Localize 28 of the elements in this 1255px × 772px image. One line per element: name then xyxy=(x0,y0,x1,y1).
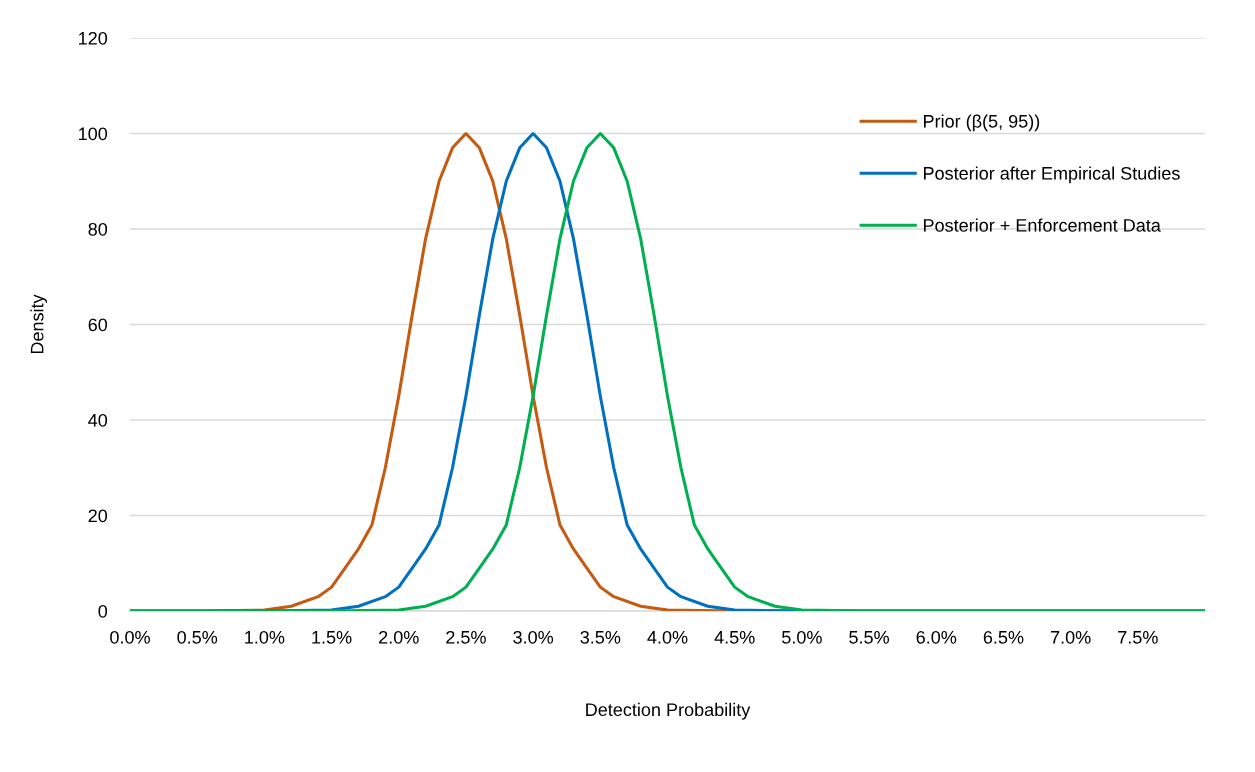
y-tick-label: 20 xyxy=(88,509,108,523)
x-tick-label: 2.0% xyxy=(379,630,419,644)
y-tick-label: 100 xyxy=(79,127,108,141)
x-tick-label: 6.5% xyxy=(983,630,1024,644)
y-tick-label: 60 xyxy=(88,318,108,332)
x-tick-label: 7.0% xyxy=(1050,630,1091,644)
y-tick-label: 120 xyxy=(79,31,108,45)
x-tick-label: 3.0% xyxy=(513,630,554,644)
y-tick-label: 80 xyxy=(88,222,108,236)
y-tick-label: 40 xyxy=(88,413,108,427)
x-tick-label: 1.0% xyxy=(245,630,285,644)
y-tick-label: 0 xyxy=(98,604,108,618)
x-tick-label: 2.5% xyxy=(446,630,486,644)
x-tick-label: 3.5% xyxy=(580,630,621,644)
legend-label: Posterior + Enforcement Data xyxy=(924,218,1161,232)
x-tick-label: 6.0% xyxy=(916,630,957,644)
x-axis-title: Detection Probability xyxy=(586,702,751,720)
legend-label: Prior (β(5, 95)) xyxy=(924,114,1040,132)
y-axis-title: Density xyxy=(30,294,48,354)
x-tick-label: 4.5% xyxy=(714,631,755,644)
x-tick-label: 0.0% xyxy=(110,630,150,644)
x-tick-label: 5.5% xyxy=(849,631,889,644)
x-tick-label: 7.5% xyxy=(1118,631,1158,644)
x-tick-label: 1.5% xyxy=(312,631,352,644)
x-tick-label: 5.0% xyxy=(782,630,822,644)
legend-label: Posterior after Empirical Studies xyxy=(924,166,1180,184)
x-tick-label: 0.5% xyxy=(177,630,218,644)
x-tick-label: 4.0% xyxy=(647,630,688,644)
